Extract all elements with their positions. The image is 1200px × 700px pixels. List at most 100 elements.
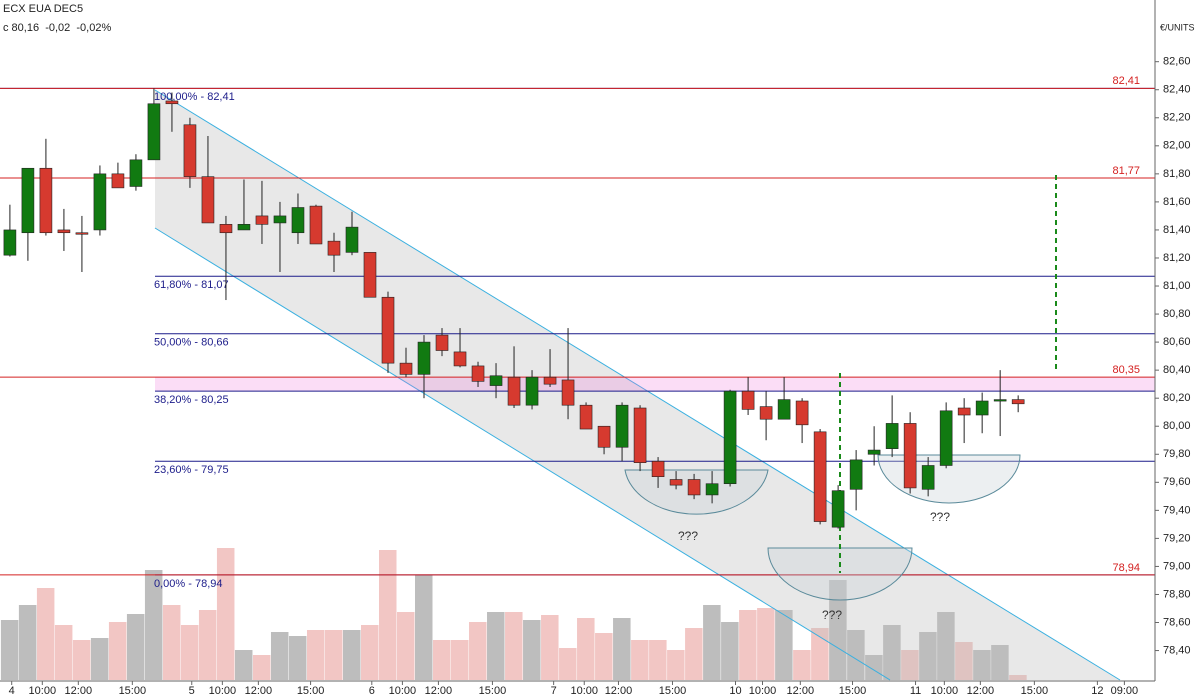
y-tick-label: 80,60 <box>1163 336 1191 348</box>
candle-body <box>345 226 359 253</box>
volume-bar <box>234 650 253 680</box>
candle-body <box>597 425 611 448</box>
x-tick-label: 12 <box>1091 685 1103 697</box>
volume-bar <box>775 610 793 680</box>
annotation: ??? <box>930 510 950 524</box>
x-tick-label: 15:00 <box>119 685 147 697</box>
volume-bar <box>324 630 343 680</box>
x-tick-label: 12:00 <box>425 685 453 697</box>
volume-bar <box>469 622 487 680</box>
y-tick-label: 80,80 <box>1163 308 1191 320</box>
y-tick-label: 79,00 <box>1163 560 1191 572</box>
candle-body <box>21 167 35 234</box>
volume-bar <box>739 610 757 680</box>
candle-body <box>435 334 449 351</box>
candle-body <box>651 460 665 478</box>
channel-upper <box>154 89 1121 681</box>
volume-bar <box>162 605 181 680</box>
volume-bar <box>144 570 163 680</box>
volume-bar <box>523 620 541 680</box>
x-tick-label: 10:00 <box>570 685 598 697</box>
candle-body <box>885 423 899 449</box>
x-tick-label: 12:00 <box>65 685 93 697</box>
x-tick-label: 11 <box>910 685 921 697</box>
volume-bar <box>0 620 19 680</box>
volume-bar <box>577 618 595 680</box>
candle-body <box>993 399 1007 402</box>
volume-bar <box>1009 675 1027 680</box>
candle-body <box>957 407 971 416</box>
candle-body <box>849 459 863 490</box>
candle-body <box>939 410 953 466</box>
volume-bar <box>54 625 73 680</box>
x-tick-label: 7 <box>551 685 557 697</box>
annotation: ??? <box>678 529 698 543</box>
x-tick-label: 12:00 <box>605 685 633 697</box>
candle-body <box>399 362 413 375</box>
volume-bar <box>180 625 199 680</box>
candle-body <box>561 379 575 406</box>
candle-body <box>57 229 71 234</box>
y-tick-label: 81,80 <box>1163 168 1191 180</box>
volume-bar <box>631 640 649 680</box>
chart-subtitle: c 80,16 -0,02 -0,02% <box>3 22 111 34</box>
y-tick-label: 81,60 <box>1163 196 1191 208</box>
candle-body <box>471 365 485 382</box>
x-tick-label: 10:00 <box>389 685 417 697</box>
volume-bar <box>90 638 109 680</box>
volume-bar <box>198 610 217 680</box>
candle-body <box>3 229 17 256</box>
y-tick-label: 81,40 <box>1163 224 1191 236</box>
volume-bar <box>342 630 361 680</box>
volume-bar <box>757 608 775 680</box>
candle-body <box>921 465 935 490</box>
volume-bar <box>541 615 559 680</box>
y-tick-label: 79,40 <box>1163 504 1191 516</box>
x-tick-label: 10:00 <box>931 685 959 697</box>
candle-body <box>111 173 125 189</box>
volume-bar <box>360 625 379 680</box>
volume-bar <box>901 650 919 680</box>
x-tick-label: 15:00 <box>1021 685 1049 697</box>
candles-layer <box>3 88 1025 529</box>
candle-body <box>255 215 269 225</box>
y-tick-label: 80,20 <box>1163 392 1191 404</box>
x-tick-label: 15:00 <box>839 685 867 697</box>
candle-body <box>147 103 161 161</box>
candle-body <box>579 404 593 430</box>
candle-body <box>831 490 845 528</box>
x-tick-label: 10 <box>729 685 741 697</box>
y-tick-label: 78,40 <box>1163 644 1191 656</box>
volume-bar <box>793 650 811 680</box>
axis-panel <box>0 681 1200 700</box>
x-tick-label: 15:00 <box>659 685 687 697</box>
volume-bar <box>919 632 937 680</box>
volume-bar <box>415 575 433 680</box>
volume-bar <box>18 605 37 680</box>
x-tick-label: 4 <box>9 685 15 697</box>
candle-body <box>291 207 305 234</box>
volume-bar <box>973 650 991 680</box>
volume-bar <box>829 580 847 680</box>
volume-bar <box>126 614 145 680</box>
volume-bar <box>306 630 325 680</box>
candle-body <box>525 376 539 406</box>
volume-bar <box>487 612 505 680</box>
y-tick-label: 79,80 <box>1163 448 1191 460</box>
volume-bar <box>397 612 415 680</box>
candle-body <box>273 215 287 224</box>
candle-body <box>93 173 107 231</box>
volume-bar <box>685 628 703 680</box>
volume-bar <box>216 548 235 680</box>
x-tick-label: 12:00 <box>967 685 995 697</box>
volume-bar <box>721 622 739 680</box>
axes-layer: 78,40 78,60 78,80 79,00 79,20 79,40 79,60 79,80… <box>9 56 1191 697</box>
volume-layer <box>0 548 1027 680</box>
fib-label: 38,20% - 80,25 <box>154 394 229 406</box>
volume-bar <box>649 640 667 680</box>
volume-bar <box>703 605 721 680</box>
chart-title: ECX EUA DEC5 <box>3 3 83 15</box>
fib-label: 61,80% - 81,07 <box>154 279 229 291</box>
